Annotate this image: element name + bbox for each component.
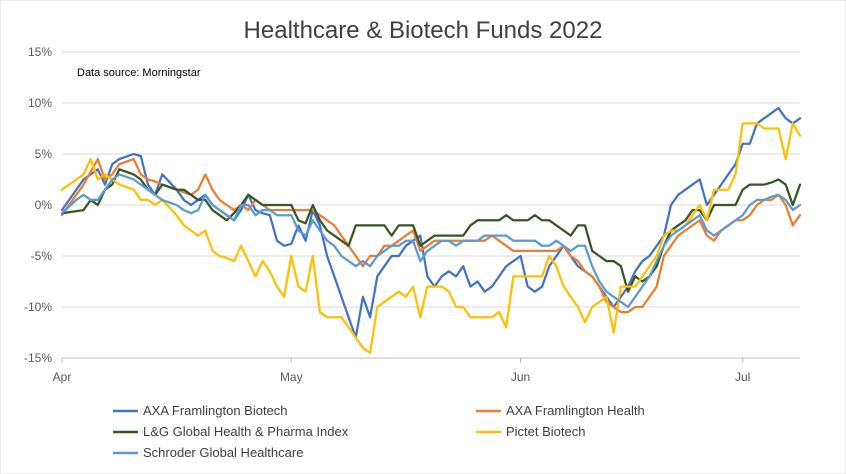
y-tick-label: 5% [35, 147, 53, 161]
y-tick-label: -5% [31, 249, 53, 263]
legend-item-axa-framlington-health: AXA Framlington Health [476, 403, 645, 418]
legend-item-axa-framlington-biotech: AXA Framlington Biotech [113, 403, 288, 418]
legend-item-schroder-global-healthcare: Schroder Global Healthcare [113, 445, 303, 460]
series-line-l-g-global-health-pharma-index [60, 168, 802, 293]
legend: AXA Framlington Biotech AXA Framlington H… [113, 403, 645, 460]
x-axis-tick-labels: Apr May Jun Jul [53, 358, 750, 384]
gridlines [62, 51, 800, 359]
y-tick-label: 15% [28, 45, 52, 59]
x-tick-label: Jul [735, 370, 750, 384]
legend-item-pictet-biotech: Pictet Biotech [476, 424, 586, 439]
data-source-annotation: Data source: Morningstar [77, 67, 201, 79]
legend-label: Schroder Global Healthcare [143, 445, 303, 460]
series-line-schroder-global-healthcare [60, 173, 802, 309]
chart-title: Healthcare & Biotech Funds 2022 [244, 17, 603, 44]
y-tick-label: 10% [28, 96, 52, 110]
y-tick-label: 0% [35, 198, 53, 212]
y-axis-tick-labels: 15% 10% 5% 0% -5% -10% -15% [24, 45, 52, 365]
legend-label: AXA Framlington Health [506, 403, 645, 418]
y-tick-label: -15% [24, 351, 52, 365]
legend-label: AXA Framlington Biotech [143, 403, 288, 418]
series-lines [60, 106, 802, 355]
x-tick-label: Jun [511, 370, 530, 384]
x-tick-label: May [280, 370, 303, 384]
legend-label: Pictet Biotech [506, 424, 586, 439]
legend-label: L&G Global Health & Pharma Index [143, 424, 349, 439]
x-tick-label: Apr [53, 370, 72, 384]
legend-item-l-g-global-health-pharma-index: L&G Global Health & Pharma Index [113, 424, 349, 439]
y-tick-label: -10% [24, 300, 52, 314]
